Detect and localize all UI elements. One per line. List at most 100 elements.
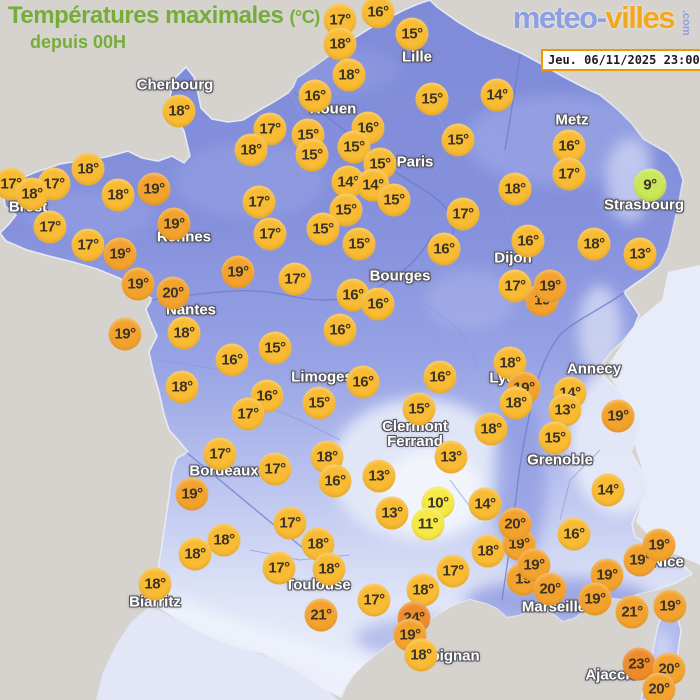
temperature-marker: 18° (312, 552, 346, 586)
city-label-paris: Paris (396, 153, 434, 171)
temperature-marker: 16° (361, 0, 395, 29)
temperature-marker: 21° (615, 595, 649, 629)
temperature-marker: 20° (156, 276, 190, 310)
temperature-marker: 13° (434, 440, 468, 474)
temperature-marker: 16° (318, 464, 352, 498)
logo-part-villes: villes (605, 0, 675, 35)
temperature-marker: 18° (165, 370, 199, 404)
temperature-marker: 16° (361, 287, 395, 321)
city-label-cherbourg: Cherbourg (136, 76, 214, 94)
city-label-marseille: Marseille (521, 598, 587, 616)
city-label-bourges: Bourges (369, 267, 431, 285)
temperature-marker: 19° (533, 269, 567, 303)
meteo-villes-logo[interactable]: meteo-villes (513, 0, 676, 36)
temperature-marker: 19° (590, 558, 624, 592)
temperature-marker: 17° (446, 197, 480, 231)
temperature-marker: 19° (578, 582, 612, 616)
temperature-marker: 15° (402, 392, 436, 426)
temperature-marker: 19° (221, 255, 255, 289)
city-label-grenoble: Grenoble (527, 451, 593, 469)
temperature-marker: 19° (175, 477, 209, 511)
temperature-marker: 15° (441, 123, 475, 157)
temperature-marker: 14° (480, 78, 514, 112)
temperature-marker: 13° (362, 459, 396, 493)
temperature-marker: 16° (298, 79, 332, 113)
temperature-marker: 16° (557, 517, 591, 551)
temperature-marker: 18° (323, 27, 357, 61)
temperature-marker: 17° (71, 228, 105, 262)
city-label-lille: Lille (401, 48, 433, 66)
city-label-bordeaux: Bordeaux (189, 462, 259, 480)
temperature-marker: 13° (548, 393, 582, 427)
temperature-marker: 16° (511, 224, 545, 258)
temperature-marker: 16° (323, 313, 357, 347)
temperature-marker: 19° (108, 317, 142, 351)
temperature-marker: 17° (258, 452, 292, 486)
temperature-marker: 16° (423, 360, 457, 394)
temperature-marker: 17° (203, 437, 237, 471)
page-subtitle: depuis 00H (30, 32, 127, 52)
temperature-marker: 19° (121, 267, 155, 301)
city-label-clermont-ferrand: Clermont Ferrand (382, 418, 448, 450)
temperature-marker: 15° (415, 82, 449, 116)
temperature-marker: 18° (332, 58, 366, 92)
temperature-marker: 17° (231, 397, 265, 431)
temperature-marker: 18° (162, 94, 196, 128)
temperature-marker: 20° (642, 672, 676, 700)
temperature-marker: 18° (471, 534, 505, 568)
temperature-marker: 17° (273, 506, 307, 540)
datetime-badge: Jeu. 06/11/2025 23:00 (541, 49, 700, 71)
temperature-marker: 14° (591, 473, 625, 507)
city-label-annecy: Annecy (566, 360, 622, 378)
temperature-marker: 15° (342, 227, 376, 261)
alps-foreign-land (605, 265, 700, 565)
temperature-marker: 19° (157, 207, 191, 241)
temperature-marker: 19° (653, 589, 687, 623)
temperature-marker: 19° (642, 528, 676, 562)
temperature-marker: 16° (552, 129, 586, 163)
temperature-marker: 17° (436, 554, 470, 588)
title-unit: (°C) (289, 7, 321, 27)
temperature-marker: 18° (101, 178, 135, 212)
temperature-marker: 18° (474, 412, 508, 446)
temperature-marker: 17° (253, 217, 287, 251)
temperature-marker: 17° (357, 583, 391, 617)
temperature-marker: 18° (167, 316, 201, 350)
temperature-marker: 15° (295, 138, 329, 172)
temperature-marker: 17° (33, 210, 67, 244)
page-title: Températures maximales (°C) (8, 2, 320, 30)
spain-land (96, 606, 338, 700)
temperature-marker: 18° (577, 227, 611, 261)
temperature-marker: 18° (404, 638, 438, 672)
temperature-marker: 17° (242, 185, 276, 219)
city-label-metz: Metz (555, 111, 589, 129)
temperature-marker: 15° (258, 331, 292, 365)
temperature-marker: 16° (215, 343, 249, 377)
temperature-marker: 17° (278, 262, 312, 296)
temperature-marker: 15° (377, 183, 411, 217)
temperature-marker: 13° (623, 237, 657, 271)
temperature-marker: 18° (234, 133, 268, 167)
city-label-biarritz: Biarritz (129, 593, 181, 611)
temperature-marker: 18° (499, 386, 533, 420)
temperature-marker: 18° (138, 567, 172, 601)
temperature-marker: 18° (15, 177, 49, 211)
temperature-marker: 16° (346, 365, 380, 399)
temperature-marker: 9° (633, 168, 667, 202)
temperature-marker: 14° (468, 487, 502, 521)
temperature-marker: 18° (178, 537, 212, 571)
temperature-marker: 16° (427, 232, 461, 266)
temperature-marker: 18° (406, 573, 440, 607)
temperature-marker: 11° (411, 507, 445, 541)
temperature-marker: 15° (395, 17, 429, 51)
temperature-marker: 20° (498, 507, 532, 541)
temperature-marker: 19° (103, 237, 137, 271)
temperature-marker: 17° (552, 157, 586, 191)
city-label-limoges: Limoges (291, 368, 353, 386)
temperature-marker: 18° (498, 172, 532, 206)
temperature-marker: 18° (71, 152, 105, 186)
temperature-marker: 15° (538, 421, 572, 455)
logo-suffix-com: .com (680, 10, 692, 36)
temperature-marker: 19° (601, 399, 635, 433)
